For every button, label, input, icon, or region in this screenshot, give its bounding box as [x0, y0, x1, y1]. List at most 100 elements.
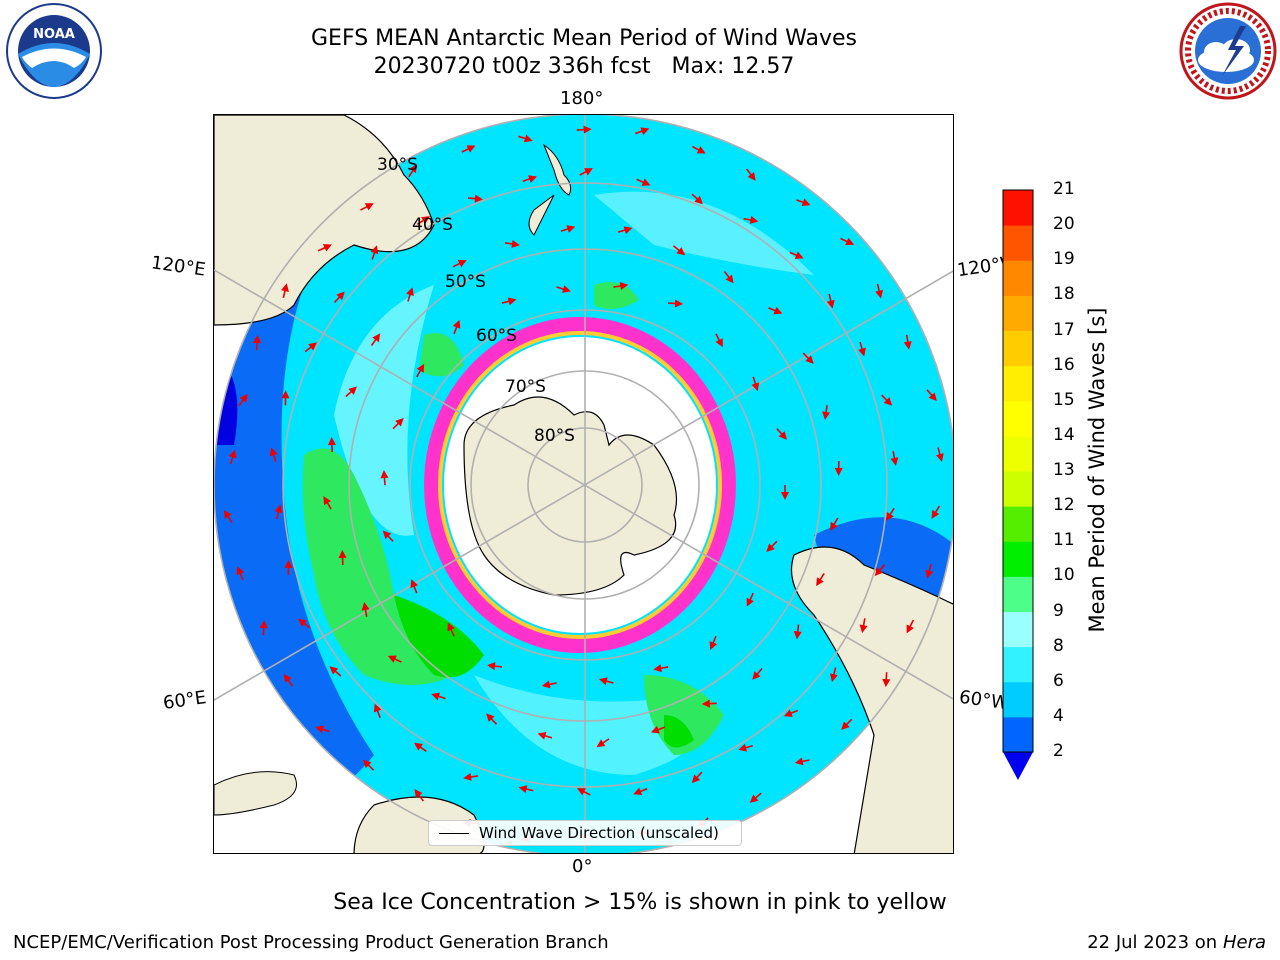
- wind-wave-arrowhead: [751, 382, 760, 392]
- sea-ice-ring: [424, 317, 736, 653]
- wind-wave-arrowhead: [323, 496, 331, 506]
- colorbar-tick-label: 15: [1053, 389, 1075, 410]
- lat-label-40s: 40°S: [412, 215, 453, 235]
- wind-wave-arrowhead: [738, 743, 748, 752]
- wind-wave-arrowhead: [382, 530, 392, 540]
- wind-wave-arrowhead: [409, 164, 417, 174]
- wind-wave-arrowhead: [373, 703, 382, 713]
- wind-wave-arrowhead: [315, 725, 325, 734]
- colorbar-tick-label: 18: [1053, 284, 1075, 305]
- colorbar-tick-label: 4: [1053, 705, 1064, 726]
- colorbar-tick-label: 9: [1053, 600, 1064, 621]
- colorbar-tick-label: 19: [1053, 249, 1075, 270]
- graticule: [214, 115, 953, 853]
- wind-wave-arrowhead: [447, 622, 455, 632]
- lat-label-60s: 60°S: [476, 326, 517, 346]
- wind-wave-arrowhead: [801, 198, 811, 207]
- wind-wave-arrowhead: [523, 134, 533, 143]
- colorbar: [1002, 189, 1034, 780]
- wind-wave-arrowhead: [841, 721, 850, 730]
- wind-wave-arrowhead: [518, 785, 528, 794]
- wind-wave-arrowhead: [362, 759, 372, 769]
- wind-wave-arrowhead: [715, 338, 723, 348]
- wind-wave-arrowhead: [928, 392, 937, 402]
- wind-wave-arrowhead: [931, 509, 940, 519]
- wind-wave-arrowhead: [361, 602, 370, 611]
- wind-wave-arrowhead: [747, 172, 756, 181]
- wind-wave-arrowhead: [562, 285, 571, 293]
- chart-subtitle: 20230720 t00z 336h fcst Max: 12.57: [373, 54, 795, 79]
- wind-wave-arrowhead: [576, 788, 586, 796]
- wind-wave-arrowhead: [822, 411, 831, 420]
- legend-line-sample: [439, 833, 469, 834]
- wind-wave-arrowhead: [336, 291, 345, 301]
- colorbar-tick-label: 14: [1053, 424, 1075, 445]
- colorbar-tick-label: 20: [1053, 214, 1075, 235]
- wind-wave-arrowhead: [584, 168, 593, 176]
- colorbar-segment: [1003, 225, 1033, 261]
- wind-wave-arrowhead: [511, 239, 520, 248]
- wind-wave-arrowhead: [596, 739, 606, 748]
- wind-wave-arrows: [223, 125, 944, 843]
- legend-label: Wind Wave Direction (unscaled): [479, 824, 719, 842]
- lat-label-50s: 50°S: [445, 272, 486, 292]
- wind-wave-arrowhead: [885, 511, 894, 521]
- colorbar-segment: [1003, 716, 1033, 753]
- wind-wave-arrowhead: [380, 470, 389, 479]
- colorbar-segment: [1003, 576, 1033, 612]
- nws-logo: [1179, 2, 1277, 100]
- colorbar-tick-label: 21: [1053, 179, 1075, 199]
- footer-organization: NCEP/EMC/Verification Post Processing Pr…: [13, 932, 609, 953]
- wind-wave-arrowhead: [829, 673, 838, 683]
- colorbar-title: Mean Period of Wind Waves [s]: [1085, 307, 1109, 633]
- colorbar-segment: [1003, 330, 1033, 367]
- colorbar-tick-label: 13: [1053, 460, 1075, 480]
- wind-wave-arrowhead: [507, 297, 517, 306]
- wind-wave-arrowhead: [816, 577, 824, 587]
- wind-wave-arrowhead: [269, 447, 278, 457]
- colorbar-segment: [1003, 400, 1033, 437]
- wind-wave-arrowhead: [875, 289, 884, 299]
- wind-wave-arrowhead: [674, 299, 684, 308]
- australia-land: [214, 115, 435, 326]
- wind-wave-arrowhead: [541, 680, 551, 689]
- lon-label-180: 180°: [560, 88, 604, 109]
- wind-wave-arrowhead: [619, 282, 629, 290]
- wind-wave-arrowhead: [452, 319, 461, 329]
- wind-wave-arrowhead: [826, 299, 835, 309]
- wind-wave-arrowhead: [903, 341, 912, 350]
- lon-label-60e: 60°E: [161, 687, 208, 714]
- green-patch-4: [664, 715, 694, 748]
- footer-date: 22 Jul 2023 on Hera: [1087, 932, 1266, 953]
- colorbar-segment: [1003, 295, 1033, 331]
- wind-wave-arrowhead: [752, 671, 761, 680]
- wind-wave-arrowhead: [676, 247, 686, 256]
- lat-label-30s: 30°S: [377, 155, 418, 175]
- wind-wave-arrowhead: [466, 145, 476, 153]
- wind-wave-arrowhead: [783, 709, 793, 717]
- wind-wave-arrowhead: [749, 216, 759, 224]
- wind-wave-arrowhead: [766, 543, 775, 552]
- wind-wave-arrowhead: [387, 655, 397, 663]
- wind-wave-arrowhead: [431, 692, 441, 701]
- lat-label-70s: 70°S: [505, 377, 546, 397]
- footer-machine: Hera: [1222, 932, 1266, 953]
- wind-wave-arrowhead: [364, 203, 374, 211]
- wind-wave-arrowhead: [537, 731, 547, 740]
- wind-wave-arrowhead: [281, 283, 289, 292]
- cyan-light-band-3: [474, 675, 701, 775]
- wind-wave-arrowhead: [653, 664, 662, 673]
- chart-title: GEFS MEAN Antarctic Mean Period of Wind …: [311, 26, 857, 51]
- wind-wave-arrowhead: [274, 504, 283, 514]
- wind-wave-arrowhead: [845, 237, 855, 246]
- lon-label-120e: 120°E: [149, 252, 207, 281]
- wind-wave-arrowhead: [883, 397, 893, 406]
- colorbar-segment: [1003, 365, 1033, 402]
- wind-wave-arrowhead: [641, 178, 651, 186]
- wind-wave-arrowhead: [308, 342, 317, 351]
- wind-wave-arrowhead: [528, 175, 537, 183]
- cyan-light-band-2: [594, 191, 814, 275]
- colorbar-segment: [1003, 190, 1033, 226]
- wind-wave-arrowhead: [874, 567, 884, 577]
- wind-wave-arrowhead: [283, 673, 292, 683]
